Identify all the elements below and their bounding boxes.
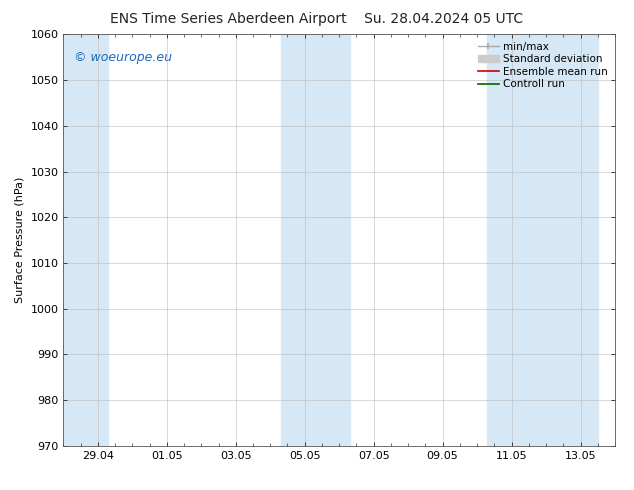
Text: © woeurope.eu: © woeurope.eu	[74, 51, 172, 64]
Bar	[281, 34, 349, 446]
Legend: min/max, Standard deviation, Ensemble mean run, Controll run: min/max, Standard deviation, Ensemble me…	[474, 37, 612, 94]
Bar	[63, 34, 108, 446]
Bar	[488, 34, 598, 446]
Text: ENS Time Series Aberdeen Airport    Su. 28.04.2024 05 UTC: ENS Time Series Aberdeen Airport Su. 28.…	[110, 12, 524, 26]
Y-axis label: Surface Pressure (hPa): Surface Pressure (hPa)	[15, 177, 25, 303]
